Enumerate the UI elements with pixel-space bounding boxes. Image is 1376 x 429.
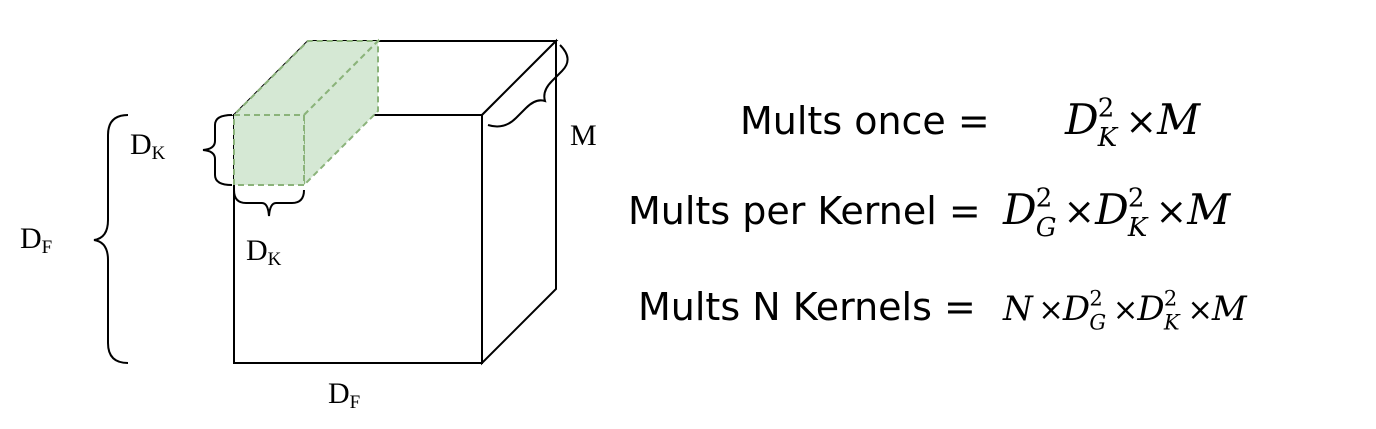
eq-n_kernels-operator: × <box>1113 293 1139 328</box>
braces <box>93 44 569 364</box>
eq-per-kernel-lhs: Mults per Kernel = <box>628 189 981 233</box>
dk-bottom-label: DK <box>246 234 282 270</box>
kernel-prism <box>231 38 381 188</box>
eq-n_kernels-var-m: M <box>1211 289 1248 329</box>
eq-per_kernel-superscript: 2 <box>1036 183 1053 213</box>
eq-once-operator: × <box>1125 99 1157 143</box>
eq-per_kernel-subscript: K <box>1127 213 1149 243</box>
eq-per_kernel-var-m: M <box>1186 185 1231 234</box>
eq-per_kernel-subscript: G <box>1036 213 1057 243</box>
dk-bottom-brace <box>233 189 305 217</box>
m-depth-label: M <box>570 119 597 152</box>
eq-per-kernel-rhs: D 2G × D 2K × M <box>1002 183 1231 242</box>
dk-left-brace <box>202 114 233 186</box>
eq-once-var-d: D <box>1064 95 1099 144</box>
eq-per_kernel-operator: × <box>1063 189 1095 233</box>
eq-once-superscript: 2 <box>1098 93 1115 123</box>
df-bottom-label: DF <box>328 377 360 413</box>
eq-n_kernels-superscript: 2 <box>1164 287 1177 311</box>
eq-n_kernels-superscript: 2 <box>1089 287 1102 311</box>
m-depth-brace <box>487 44 569 128</box>
eq-per_kernel-operator: × <box>1155 189 1187 233</box>
df-side-brace <box>93 114 129 364</box>
kernel-front-face <box>233 114 305 186</box>
eq-n_kernels-var-d: D <box>1136 289 1164 329</box>
eq-n_kernels-var-d: D <box>1062 289 1090 329</box>
dk-left-label: DK <box>130 128 166 164</box>
diagram-labels: DF DK DK M DF <box>20 119 597 413</box>
eq-once-rhs: D 2K × M <box>1064 93 1201 152</box>
eq-per_kernel-superscript: 2 <box>1128 183 1145 213</box>
eq-per_kernel-var-d: D <box>1094 185 1129 234</box>
eq-n_kernels-subscript: G <box>1089 311 1106 335</box>
eq-n-kernels-lhs: Mults N Kernels = <box>638 285 976 329</box>
eq-n-kernels-rhs: N ×D 2G ×D 2K ×M <box>1002 287 1248 335</box>
df-side-label: DF <box>20 222 52 258</box>
eq-n_kernels-var-n: N <box>1002 289 1034 329</box>
eq-once-subscript: K <box>1097 123 1119 153</box>
eq-once-lhs: Mults once = <box>740 99 990 143</box>
eq-n_kernels-operator: × <box>1187 293 1213 328</box>
eq-n_kernels-subscript: K <box>1163 311 1181 335</box>
eq-n_kernels-operator: × <box>1038 293 1064 328</box>
eq-per_kernel-var-d: D <box>1002 185 1037 234</box>
eq-once-var-m: M <box>1156 95 1201 144</box>
